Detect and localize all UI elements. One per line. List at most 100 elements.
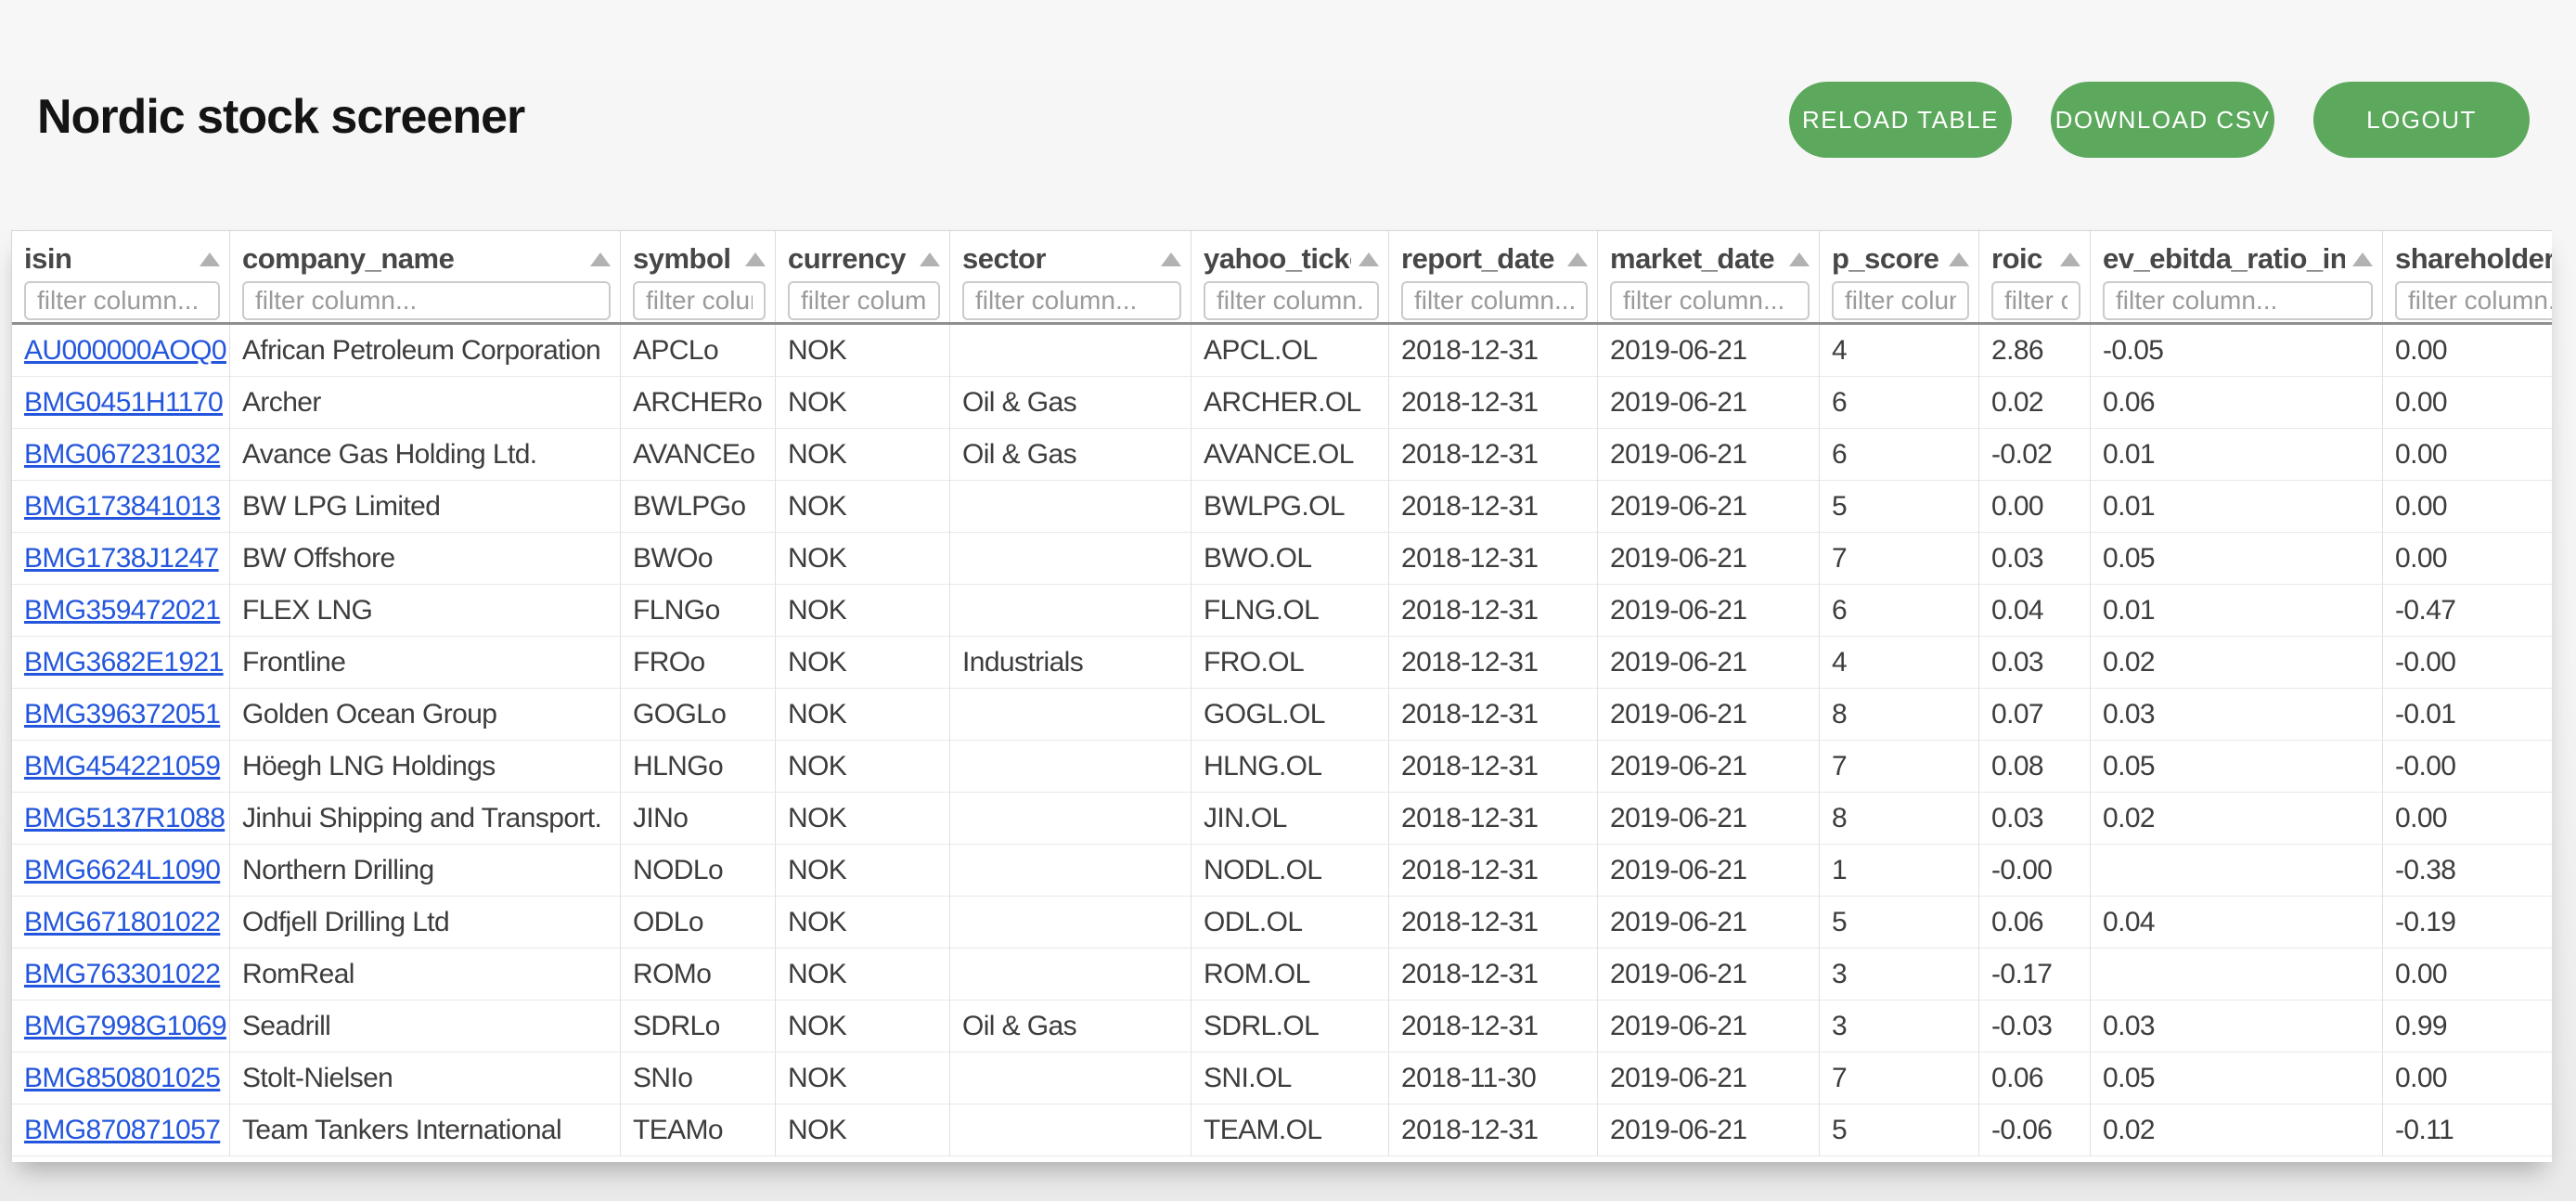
filter-input-yahoo_ticker[interactable] [1204, 281, 1379, 320]
isin-link[interactable]: BMG067231032 [24, 438, 221, 470]
isin-link[interactable]: AU000000AOQ0 [24, 334, 227, 366]
up-triangle-icon[interactable] [2352, 252, 2373, 266]
isin-link[interactable]: BMG7998G1069 [24, 1010, 227, 1041]
cell-company_name: Team Tankers International [230, 1104, 621, 1156]
cell-ev_ebitda_ratio_inv [2091, 845, 2383, 897]
cell-market_date: 2019-06-21 [1598, 897, 1820, 949]
column-label: p_score [1832, 242, 1939, 275]
filter-input-roic[interactable] [1991, 281, 2080, 320]
isin-link[interactable]: BMG6624L1090 [24, 854, 221, 885]
filter-input-ev_ebitda_ratio_inv[interactable] [2103, 281, 2373, 320]
up-triangle-icon[interactable] [1161, 252, 1181, 266]
cell-shareholder_y: -0.47 [2383, 585, 2552, 637]
cell-report_date: 2018-12-31 [1389, 325, 1598, 377]
filter-input-p_score[interactable] [1832, 281, 1969, 320]
filter-input-symbol[interactable] [633, 281, 766, 320]
cell-roic: -0.02 [1979, 429, 2091, 481]
cell-yahoo_ticker: JIN.OL [1191, 793, 1389, 845]
up-triangle-icon[interactable] [1567, 252, 1588, 266]
cell-sector [950, 1052, 1191, 1104]
column-label: market_date [1610, 242, 1775, 275]
column-header-shareholder_y: shareholder_y [2383, 231, 2552, 322]
column-header-ev_ebitda_ratio_inv: ev_ebitda_ratio_inv [2091, 231, 2383, 322]
isin-link[interactable]: BMG0451H1170 [24, 386, 224, 418]
cell-currency: NOK [776, 1001, 950, 1052]
table-row: BMG3682E1921 Frontline FROo NOK Industrials F… [12, 637, 2552, 689]
up-triangle-icon[interactable] [200, 252, 220, 266]
isin-link[interactable]: BMG850801025 [24, 1062, 221, 1093]
filter-input-shareholder_y[interactable] [2395, 281, 2552, 320]
column-header-isin: isin [12, 231, 230, 322]
reload-table-button[interactable]: RELOAD TABLE [1789, 82, 2012, 158]
isin-link[interactable]: BMG396372051 [24, 698, 221, 730]
cell-currency: NOK [776, 897, 950, 949]
cell-company_name: Northern Drilling [230, 845, 621, 897]
cell-symbol: BWLPGo [621, 481, 776, 533]
sort-header-currency[interactable]: currency [788, 240, 940, 278]
cell-isin: BMG671801022 [12, 897, 230, 949]
cell-p_score: 6 [1820, 429, 1979, 481]
cell-shareholder_y: -0.11 [2383, 1104, 2552, 1156]
cell-p_score: 6 [1820, 377, 1979, 429]
cell-yahoo_ticker: ARCHER.OL [1191, 377, 1389, 429]
isin-link[interactable]: BMG359472021 [24, 594, 221, 626]
filter-input-company_name[interactable] [242, 281, 611, 320]
cell-symbol: GOGLo [621, 689, 776, 741]
filter-input-report_date[interactable] [1401, 281, 1588, 320]
sort-header-isin[interactable]: isin [24, 240, 220, 278]
isin-link[interactable]: BMG5137R1088 [24, 802, 225, 833]
up-triangle-icon[interactable] [1359, 252, 1379, 266]
sort-header-p_score[interactable]: p_score [1832, 240, 1969, 278]
cell-p_score: 5 [1820, 897, 1979, 949]
isin-link[interactable]: BMG870871057 [24, 1114, 221, 1145]
cell-roic: -0.06 [1979, 1104, 2091, 1156]
sort-header-company_name[interactable]: company_name [242, 240, 611, 278]
sort-header-shareholder_y[interactable]: shareholder_y [2395, 240, 2552, 278]
table-row: BMG0451H1170 Archer ARCHERo NOK Oil & Gas ARC… [12, 377, 2552, 429]
sort-header-sector[interactable]: sector [962, 240, 1181, 278]
cell-ev_ebitda_ratio_inv: 0.02 [2091, 1104, 2383, 1156]
up-triangle-icon[interactable] [2060, 252, 2080, 266]
sort-header-market_date[interactable]: market_date [1610, 240, 1810, 278]
up-triangle-icon[interactable] [590, 252, 611, 266]
up-triangle-icon[interactable] [745, 252, 766, 266]
sort-header-symbol[interactable]: symbol [633, 240, 766, 278]
cell-roic: 0.04 [1979, 585, 2091, 637]
sort-header-roic[interactable]: roic [1991, 240, 2080, 278]
isin-link[interactable]: BMG173841013 [24, 490, 221, 522]
cell-sector [950, 689, 1191, 741]
isin-link[interactable]: BMG3682E1921 [24, 646, 224, 678]
cell-yahoo_ticker: APCL.OL [1191, 325, 1389, 377]
table-body: AU000000AOQ0 African Petroleum Corporatio… [12, 325, 2552, 1156]
cell-market_date: 2019-06-21 [1598, 325, 1820, 377]
cell-sector [950, 949, 1191, 1001]
cell-symbol: AVANCEo [621, 429, 776, 481]
logout-button[interactable]: LOGOUT [2313, 82, 2530, 158]
cell-company_name: Seadrill [230, 1001, 621, 1052]
table-row: BMG067231032 Avance Gas Holding Ltd. AVANC… [12, 429, 2552, 481]
isin-link[interactable]: BMG1738J1247 [24, 542, 219, 574]
cell-company_name: Jinhui Shipping and Transport. [230, 793, 621, 845]
download-csv-button[interactable]: DOWNLOAD CSV [2051, 82, 2274, 158]
cell-isin: BMG173841013 [12, 481, 230, 533]
cell-ev_ebitda_ratio_inv: 0.05 [2091, 533, 2383, 585]
up-triangle-icon[interactable] [1949, 252, 1969, 266]
cell-company_name: Avance Gas Holding Ltd. [230, 429, 621, 481]
isin-link[interactable]: BMG671801022 [24, 906, 221, 937]
sort-header-ev_ebitda_ratio_inv[interactable]: ev_ebitda_ratio_inv [2103, 240, 2373, 278]
cell-report_date: 2018-12-31 [1389, 793, 1598, 845]
cell-p_score: 4 [1820, 325, 1979, 377]
sort-header-report_date[interactable]: report_date [1401, 240, 1588, 278]
filter-input-isin[interactable] [24, 281, 220, 320]
filter-input-market_date[interactable] [1610, 281, 1810, 320]
cell-isin: BMG763301022 [12, 949, 230, 1001]
cell-yahoo_ticker: HLNG.OL [1191, 741, 1389, 793]
isin-link[interactable]: BMG763301022 [24, 958, 221, 989]
up-triangle-icon[interactable] [920, 252, 940, 266]
sort-header-yahoo_ticker[interactable]: yahoo_ticker [1204, 240, 1379, 278]
filter-input-sector[interactable] [962, 281, 1181, 320]
isin-link[interactable]: BMG454221059 [24, 750, 221, 781]
cell-report_date: 2018-12-31 [1389, 1001, 1598, 1052]
up-triangle-icon[interactable] [1789, 252, 1810, 266]
filter-input-currency[interactable] [788, 281, 940, 320]
